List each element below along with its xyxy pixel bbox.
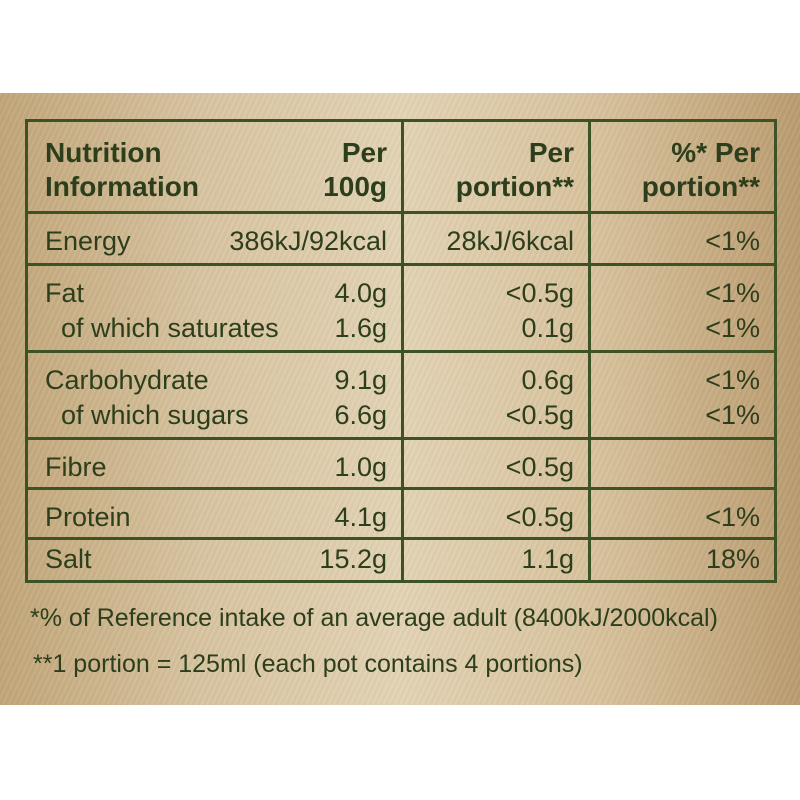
row-salt-pct: 18% [705, 544, 760, 574]
row-salt-portion: 1.1g [404, 540, 591, 580]
row-fat-portion: <0.5g 0.1g [404, 266, 591, 353]
nutrition-table: Nutrition Information Per 100g Per porti… [25, 119, 777, 583]
row-fat-pct: <1% <1% [591, 266, 774, 353]
row-carb-portion: 0.6g <0.5g [404, 353, 591, 440]
row-protein-pct: <1% [591, 490, 774, 540]
row-fibre-pct [591, 440, 774, 490]
footnote-portion-size: **1 portion = 125ml (each pot contains 4… [33, 650, 583, 678]
row-carb-label: Carbohydrate 9.1g of which sugars 6.6g [28, 353, 404, 440]
row-fibre-label: Fibre 1.0g [28, 440, 404, 490]
row-protein-label: Protein 4.1g [28, 490, 404, 540]
row-carb-pct: <1% <1% [591, 353, 774, 440]
header-first-col: Nutrition Information Per 100g [28, 122, 404, 214]
row-salt-label: Salt 15.2g [28, 540, 404, 580]
row-fat-label: Fat 4.0g of which saturates 1.6g [28, 266, 404, 353]
wood-background [0, 93, 800, 705]
row-energy-portion: 28kJ/6kcal [404, 214, 591, 266]
header-nutrition: Nutrition Information [45, 137, 199, 202]
header-per-portion: Per portion** [404, 122, 591, 214]
row-energy-label: Energy 386kJ/92kcal [28, 214, 404, 266]
footnote-reference-intake: *% of Reference intake of an average adu… [30, 604, 718, 632]
header-pct-per-portion: %* Per portion** [591, 122, 774, 214]
row-fibre-portion: <0.5g [404, 440, 591, 490]
row-energy-pct: <1% [591, 214, 774, 266]
row-protein-portion: <0.5g [404, 490, 591, 540]
header-per-100g: Per 100g [323, 137, 387, 202]
